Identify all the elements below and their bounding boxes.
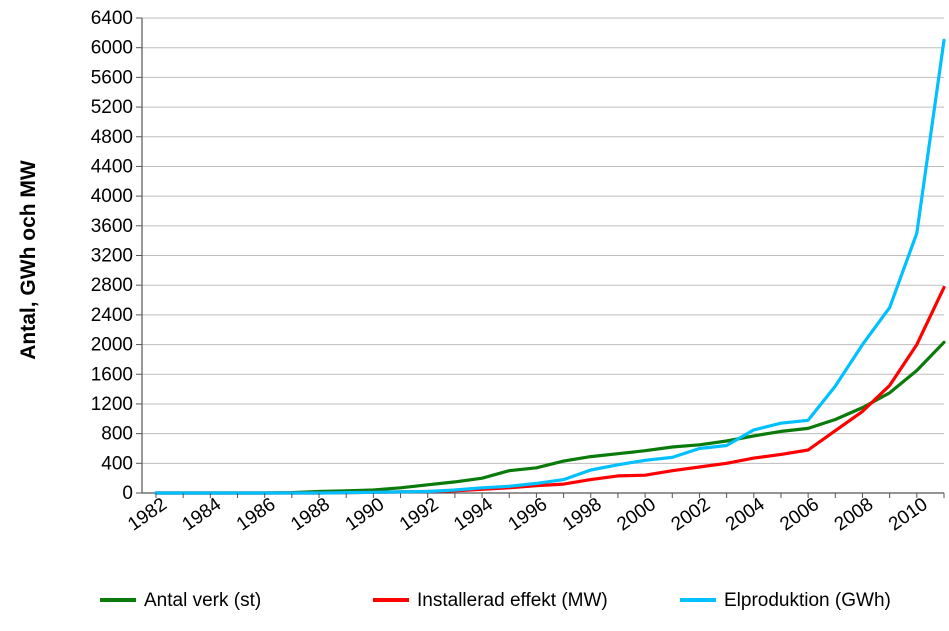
x-tick-label: 2006 (776, 494, 823, 535)
y-tick-label: 800 (101, 424, 133, 445)
legend: Antal verk (st) Installerad effekt (MW) El… (100, 590, 891, 611)
x-tick-label: 1994 (450, 494, 497, 536)
y-tick-label: 1600 (91, 364, 133, 385)
y-axis-ticks: 0 400 800 1200 1600 2000 2400 2800 3200 3600 4000 4… (91, 8, 142, 504)
x-tick-label: 1990 (342, 494, 389, 535)
x-tick-label: 2002 (668, 494, 715, 535)
y-tick-label: 0 (122, 483, 133, 504)
y-tick-label: 3200 (91, 246, 133, 267)
x-tick-label: 1998 (559, 494, 606, 535)
y-tick-label: 1200 (91, 394, 133, 415)
y-axis-label: Antal, GWh och MW (17, 160, 40, 360)
y-tick-label: 3600 (91, 216, 133, 237)
series-line-2 (154, 38, 946, 495)
grid (142, 17, 944, 494)
series-line-0 (154, 340, 946, 495)
y-tick-label: 5200 (91, 97, 133, 118)
y-tick-label: 5600 (91, 67, 133, 88)
y-tick-label: 2400 (91, 305, 133, 326)
legend-label: Antal verk (st) (144, 590, 261, 611)
y-tick-label: 6000 (91, 38, 133, 59)
y-tick-label: 2000 (91, 335, 133, 356)
x-tick-label: 1984 (179, 494, 226, 536)
x-tick-label: 1986 (233, 494, 280, 535)
x-tick-label: 2010 (885, 494, 932, 535)
legend-label: Elproduktion (GWh) (724, 590, 891, 611)
legend-label: Installerad effekt (MW) (417, 590, 608, 611)
x-tick-label: 2000 (613, 494, 660, 535)
x-tick-label: 1992 (396, 494, 443, 535)
x-axis-ticks: 1982 1984 1986 1988 1990 1992 1994 1996 1998 2000… (124, 493, 945, 536)
x-tick-label: 2008 (831, 494, 878, 535)
x-tick-label: 1988 (287, 494, 334, 535)
y-tick-label: 2800 (91, 275, 133, 296)
y-tick-label: 400 (101, 453, 133, 474)
x-tick-label: 1996 (505, 494, 552, 535)
x-tick-label: 2004 (722, 494, 769, 536)
y-tick-label: 4800 (91, 127, 133, 148)
y-tick-label: 4400 (91, 156, 133, 177)
series-line-1 (154, 285, 946, 495)
y-tick-label: 4000 (91, 186, 133, 207)
series (154, 38, 946, 495)
y-tick-label: 6400 (91, 8, 133, 29)
